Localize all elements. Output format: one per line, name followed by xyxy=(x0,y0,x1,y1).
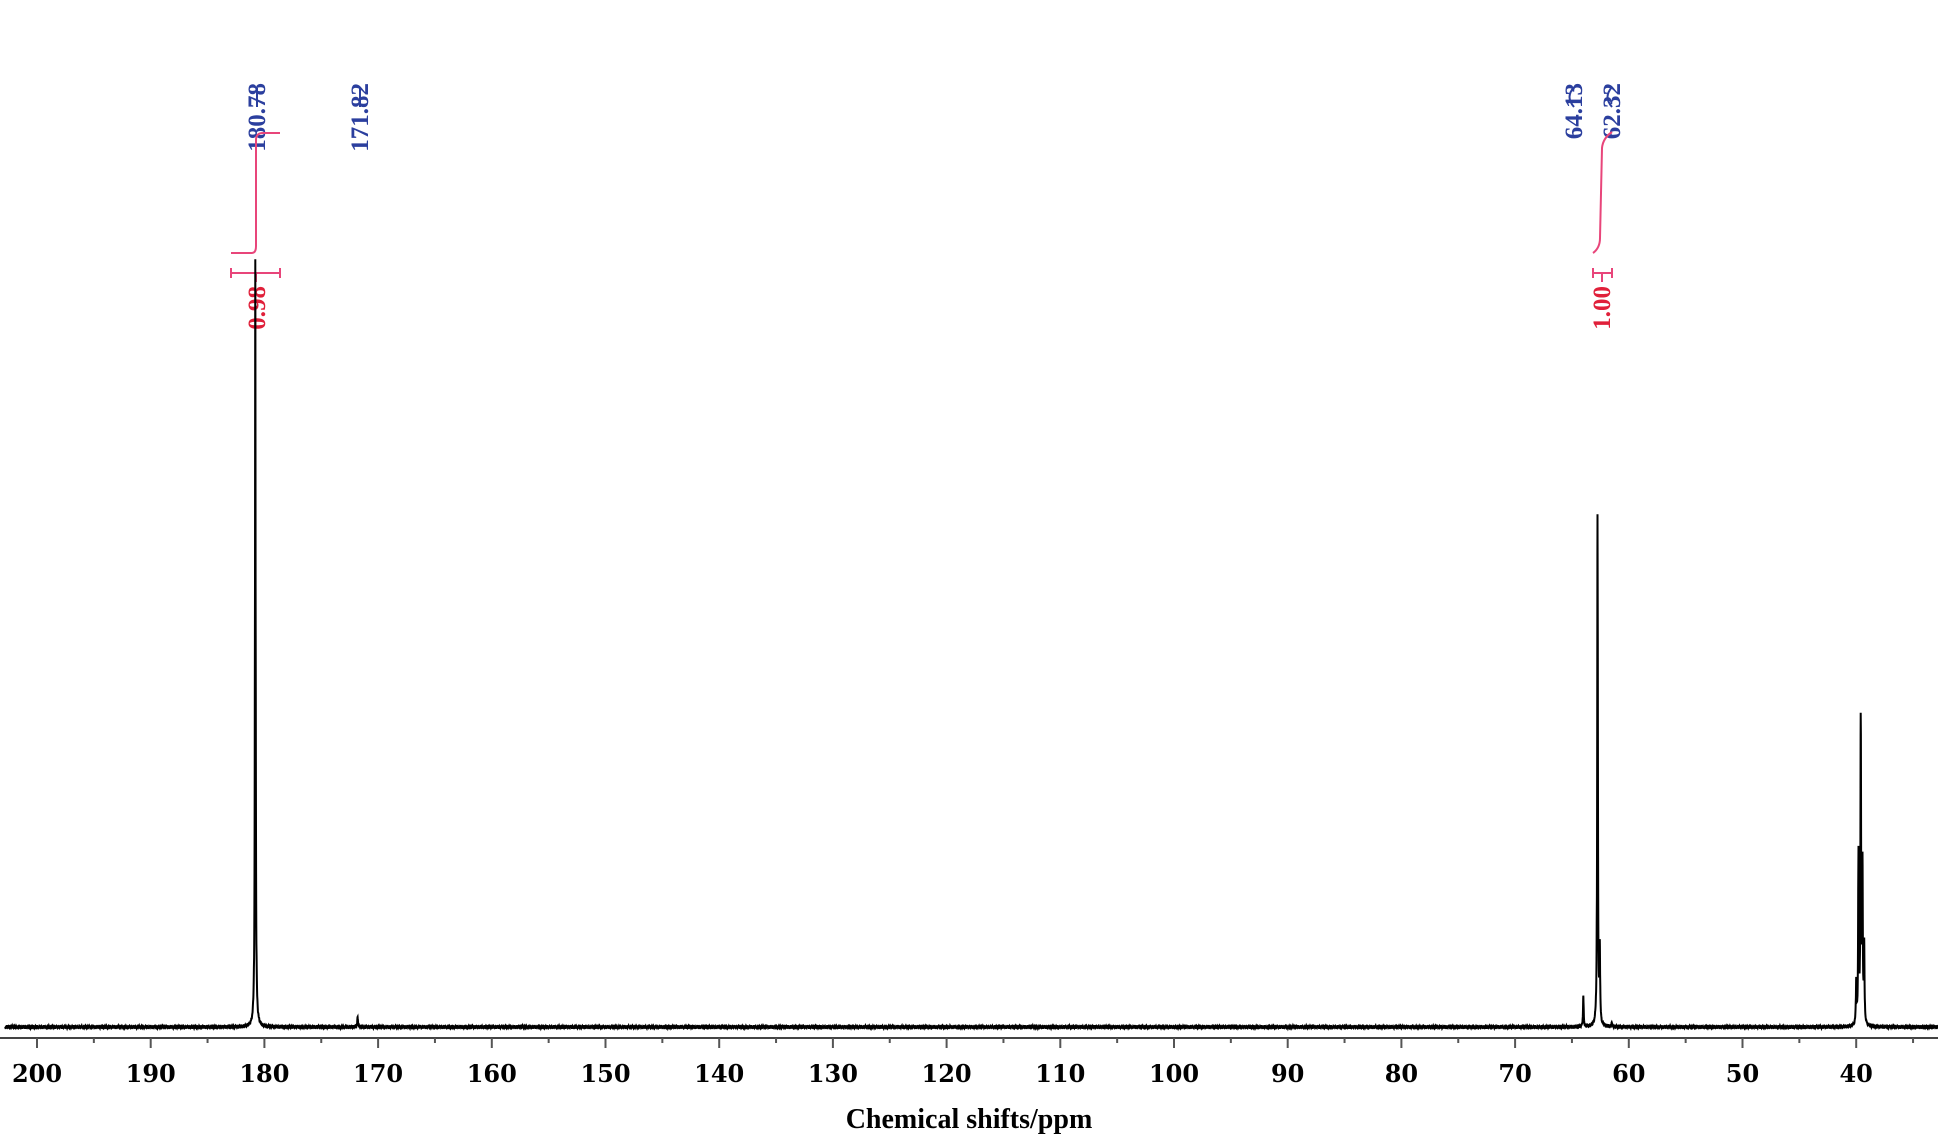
x-tick-label: 180 xyxy=(239,1059,289,1088)
x-tick-label: 70 xyxy=(1498,1059,1531,1088)
x-tick-label: 110 xyxy=(1035,1059,1085,1088)
x-tick-label: 120 xyxy=(922,1059,972,1088)
spectrum-line xyxy=(4,259,1938,1032)
peak-label-connector xyxy=(1568,86,1575,108)
x-tick-label: 150 xyxy=(580,1059,630,1088)
integral-bracket xyxy=(1592,268,1613,282)
x-tick-label: 130 xyxy=(808,1059,858,1088)
peak-labels: 180.78 171.82 64.13 62.32 xyxy=(244,83,1626,152)
peak-label: 64.13 xyxy=(1561,83,1588,139)
x-tick-label: 90 xyxy=(1271,1059,1304,1088)
x-tick-label: 190 xyxy=(126,1059,176,1088)
peak-label: 180.78 xyxy=(244,83,271,152)
x-axis-title: Chemical shifts/ppm xyxy=(846,1104,1093,1135)
integral-curve xyxy=(1592,131,1613,254)
integral-value: 1.00 xyxy=(1589,286,1616,330)
x-axis-ticks: 200 190 180 170 160 150 140 130 120 110 100 90 80 70 6… xyxy=(12,1038,1915,1088)
peak-label: 171.82 xyxy=(347,83,374,152)
peak-label-connector xyxy=(1606,86,1613,108)
x-tick-label: 160 xyxy=(467,1059,517,1088)
integrals: 0.98 1.00 xyxy=(230,131,1616,330)
x-tick-label: 50 xyxy=(1726,1059,1759,1088)
peak-label: 62.32 xyxy=(1599,83,1626,139)
x-tick-label: 170 xyxy=(353,1059,403,1088)
x-tick-label: 60 xyxy=(1612,1059,1645,1088)
x-tick-label: 140 xyxy=(694,1059,744,1088)
x-tick-label: 80 xyxy=(1385,1059,1418,1088)
integral-curve xyxy=(231,132,280,254)
x-tick-label: 40 xyxy=(1839,1059,1872,1088)
x-tick-label: 200 xyxy=(12,1059,62,1088)
integral-value: 0.98 xyxy=(244,286,271,330)
x-tick-label: 100 xyxy=(1149,1059,1199,1088)
